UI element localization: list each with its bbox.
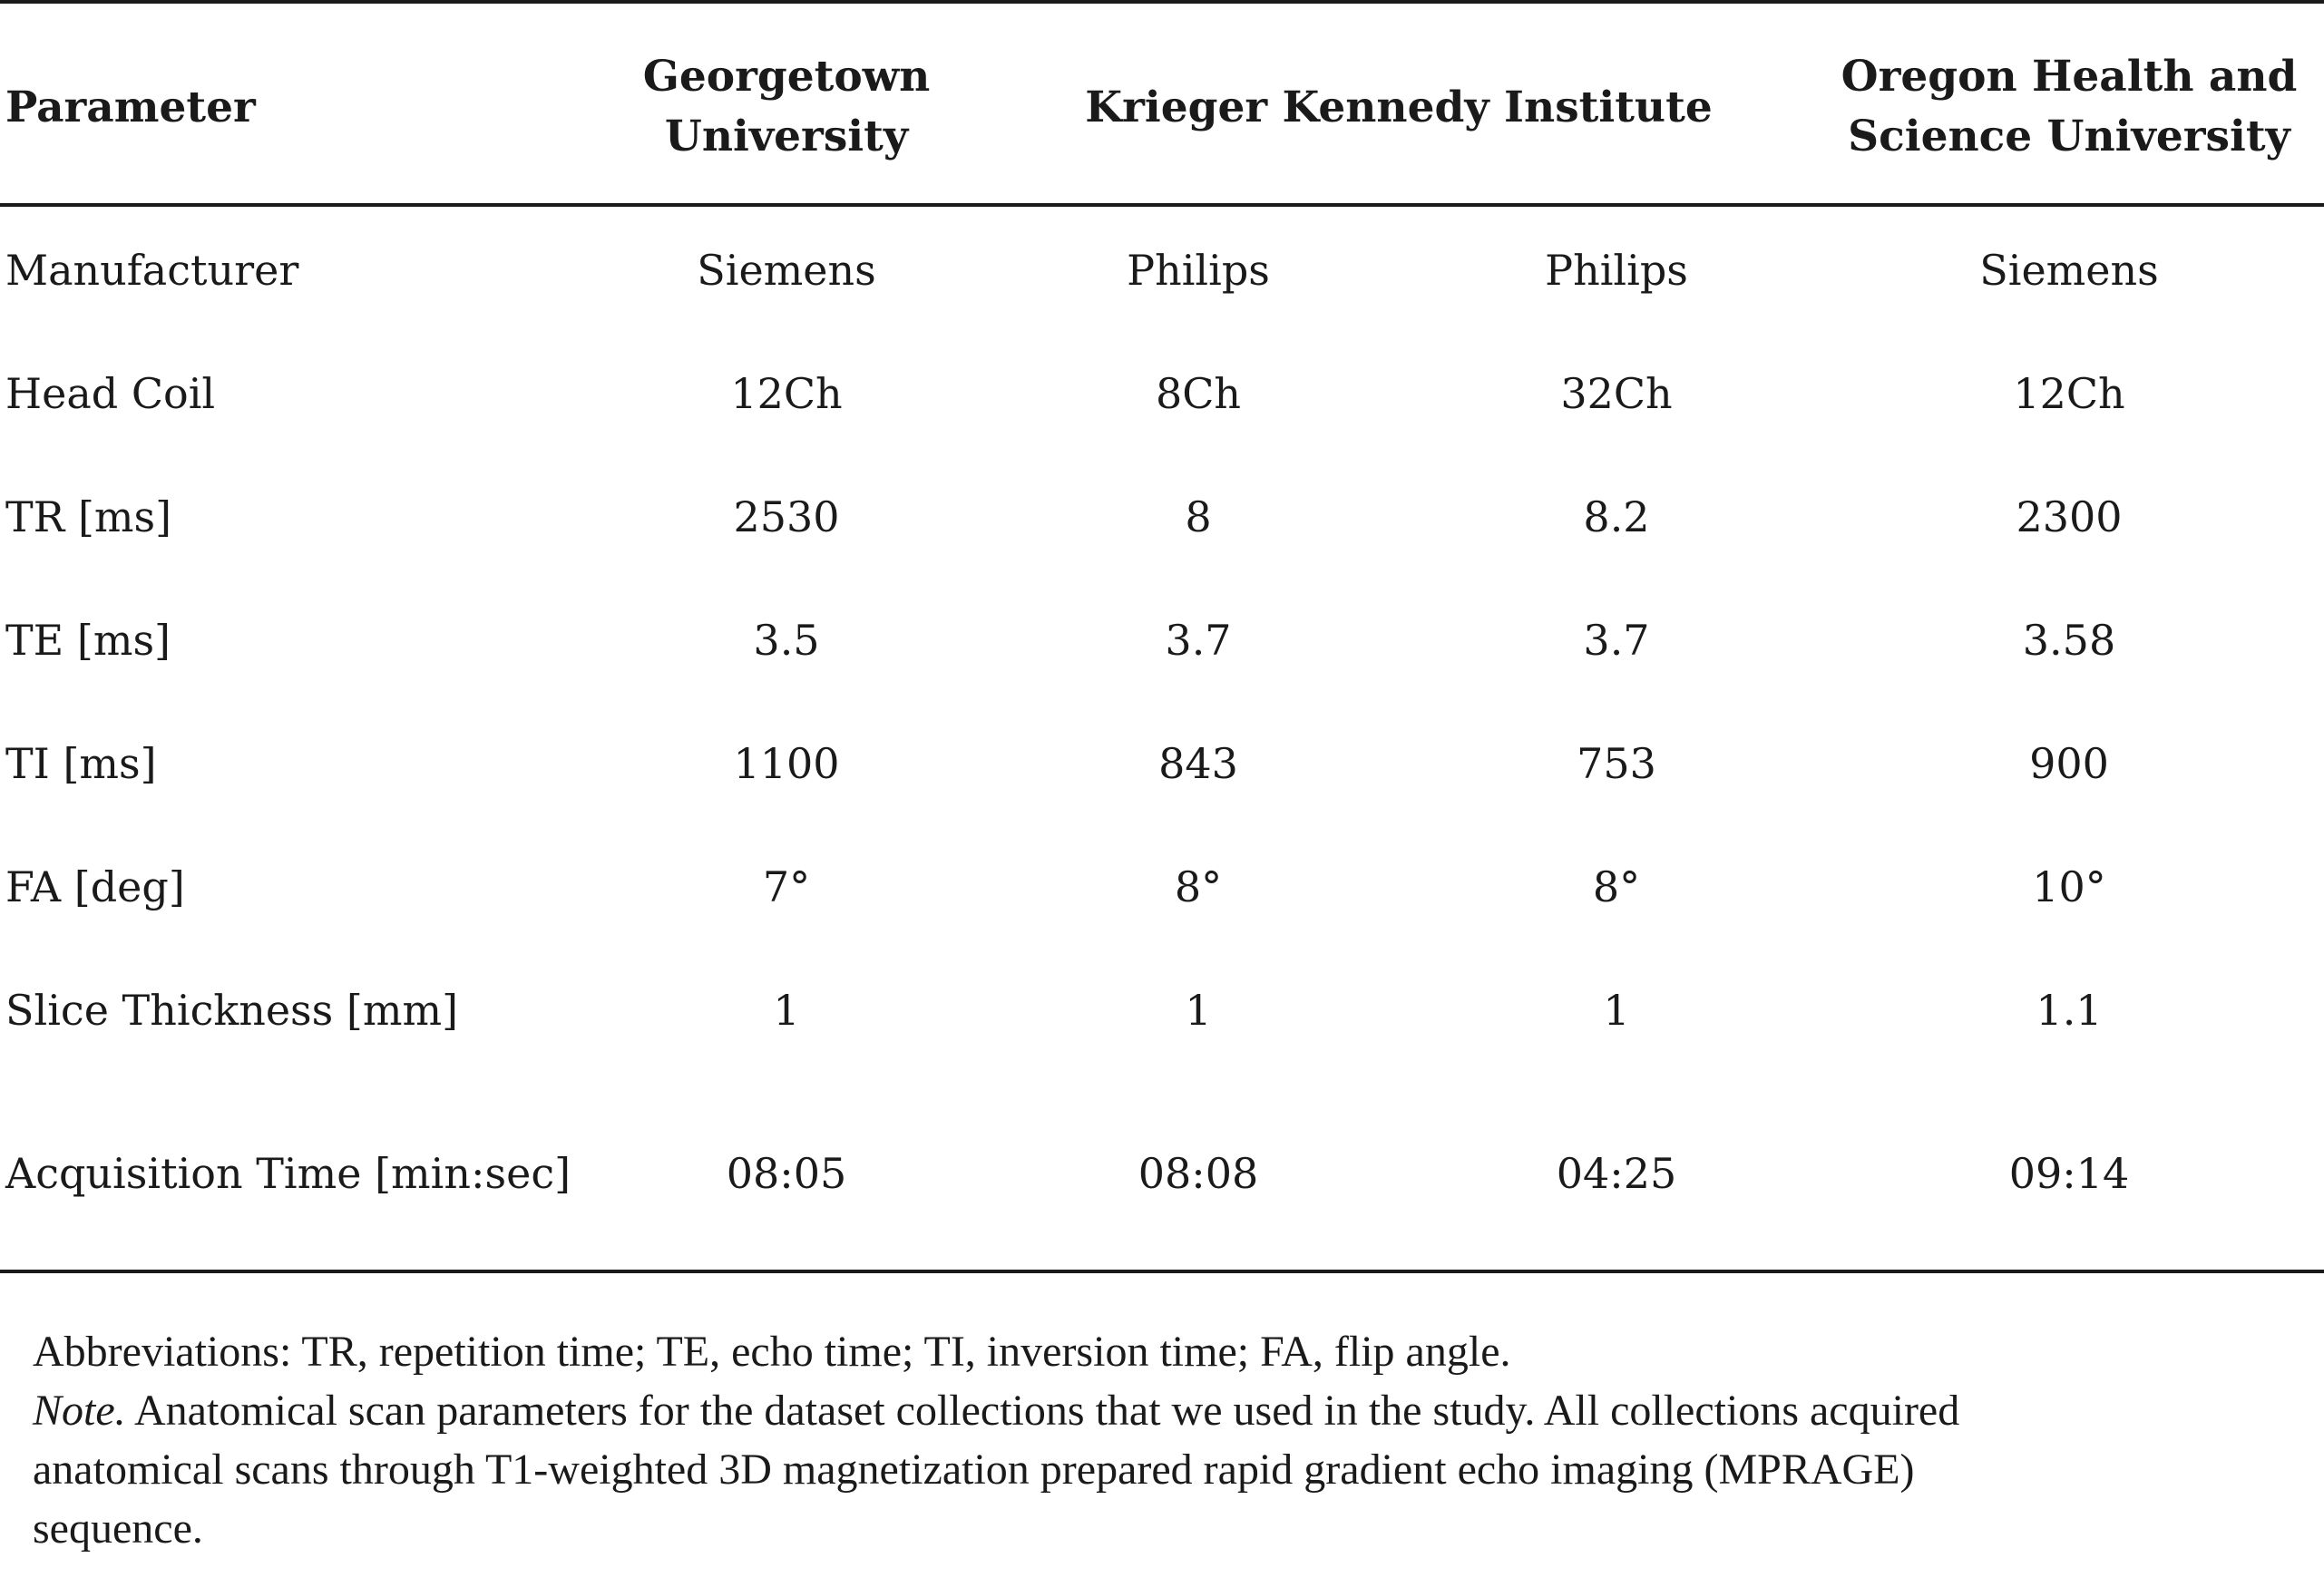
- row-label-ti: TI [ms]: [5, 739, 157, 788]
- cell-te-ohsu: 3.58: [2022, 616, 2116, 665]
- cell-acquisition-time-ohsu: 09:14: [2008, 1149, 2130, 1198]
- cell-fa-ohsu: 10°: [2032, 862, 2106, 911]
- cell-slice-thickness-krieger-a: 1: [1185, 986, 1212, 1035]
- row-label-manufacturer: Manufacturer: [5, 246, 299, 295]
- header-krieger: Krieger Kennedy Institute: [1085, 83, 1713, 132]
- header-georgetown: Georgetown University: [643, 47, 931, 167]
- cell-acquisition-time-georgetown: 08:05: [726, 1149, 847, 1198]
- header-ohsu: Oregon Health and Science University: [1841, 47, 2298, 167]
- cell-fa-georgetown: 7°: [762, 862, 811, 911]
- cell-te-georgetown: 3.5: [753, 616, 820, 665]
- row-label-te: TE [ms]: [5, 616, 171, 665]
- cell-tr-georgetown: 2530: [733, 492, 840, 541]
- cell-head-coil-ohsu: 12Ch: [2013, 369, 2125, 418]
- header-georgetown-line-1: Georgetown: [642, 52, 931, 102]
- footnote-note-text-1: Anatomical scan parameters for the datas…: [125, 1387, 1960, 1435]
- header-georgetown-line-2: University: [664, 112, 909, 161]
- footnote-note-line-3: sequence.: [33, 1504, 203, 1553]
- cell-te-krieger-b: 3.7: [1583, 616, 1650, 665]
- cell-manufacturer-georgetown: Siemens: [697, 246, 876, 295]
- header-ohsu-line-1: Oregon Health and: [1841, 52, 2298, 102]
- cell-head-coil-krieger-a: 8Ch: [1155, 369, 1242, 418]
- cell-ti-georgetown: 1100: [733, 739, 840, 788]
- footnote-abbreviations: Abbreviations: TR, repetition time; TE, …: [33, 1328, 1511, 1376]
- cell-ti-ohsu: 900: [2029, 739, 2109, 788]
- row-label-slice-thickness: Slice Thickness [mm]: [5, 986, 459, 1035]
- footnote-note-line-1: Note. Anatomical scan parameters for the…: [33, 1381, 1959, 1440]
- row-label-fa: FA [deg]: [5, 862, 185, 911]
- cell-head-coil-krieger-b: 32Ch: [1560, 369, 1673, 418]
- cell-acquisition-time-krieger-b: 04:25: [1556, 1149, 1677, 1198]
- cell-ti-krieger-a: 843: [1158, 739, 1238, 788]
- header-parameter: Parameter: [5, 83, 256, 132]
- cell-acquisition-time-krieger-a: 08:08: [1138, 1149, 1259, 1198]
- table-top-rule: [0, 0, 2324, 4]
- table-header-rule: [0, 203, 2324, 207]
- cell-head-coil-georgetown: 12Ch: [730, 369, 843, 418]
- row-label-acquisition-time: Acquisition Time [min:sec]: [5, 1149, 571, 1198]
- cell-manufacturer-ohsu: Siemens: [1979, 246, 2159, 295]
- cell-te-krieger-a: 3.7: [1165, 616, 1232, 665]
- cell-slice-thickness-krieger-b: 1: [1603, 986, 1630, 1035]
- cell-slice-thickness-georgetown: 1: [773, 986, 800, 1035]
- cell-tr-krieger-b: 8.2: [1583, 492, 1650, 541]
- cell-manufacturer-krieger-b: Philips: [1545, 246, 1688, 295]
- cell-tr-krieger-a: 8: [1185, 492, 1212, 541]
- cell-ti-krieger-b: 753: [1577, 739, 1656, 788]
- row-label-tr: TR [ms]: [5, 492, 172, 541]
- cell-fa-krieger-a: 8°: [1174, 862, 1223, 911]
- header-ohsu-line-2: Science University: [1848, 112, 2290, 161]
- cell-manufacturer-krieger-a: Philips: [1127, 246, 1270, 295]
- cell-slice-thickness-ohsu: 1.1: [2036, 986, 2103, 1035]
- cell-fa-krieger-b: 8°: [1592, 862, 1641, 911]
- row-label-head-coil: Head Coil: [5, 369, 216, 418]
- footnote-note-label: Note.: [33, 1387, 126, 1435]
- cell-tr-ohsu: 2300: [2016, 492, 2123, 541]
- footnote-note-line-2: anatomical scans through T1-weighted 3D …: [33, 1446, 1915, 1494]
- table-bottom-rule: [0, 1270, 2324, 1273]
